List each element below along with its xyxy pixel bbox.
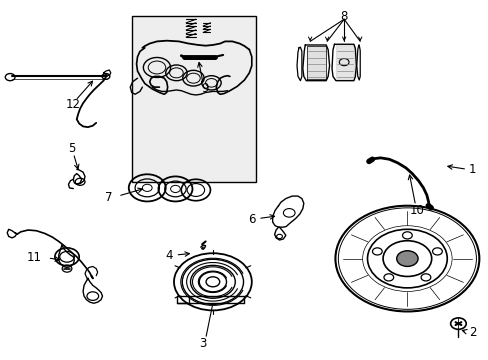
Text: 3: 3 — [199, 337, 206, 350]
Text: 4: 4 — [165, 248, 173, 261]
Text: 11: 11 — [26, 251, 41, 264]
Text: 8: 8 — [340, 10, 347, 23]
Polygon shape — [335, 45, 354, 79]
Text: 9: 9 — [201, 82, 208, 95]
Text: 2: 2 — [468, 327, 476, 339]
Text: 1: 1 — [468, 163, 476, 176]
Text: 6: 6 — [247, 213, 255, 226]
Bar — [131, 16, 255, 182]
Text: 10: 10 — [409, 204, 424, 217]
Text: 5: 5 — [68, 142, 76, 155]
Circle shape — [396, 251, 417, 266]
Text: 7: 7 — [104, 191, 112, 204]
Text: 12: 12 — [66, 99, 81, 112]
Polygon shape — [306, 46, 325, 79]
